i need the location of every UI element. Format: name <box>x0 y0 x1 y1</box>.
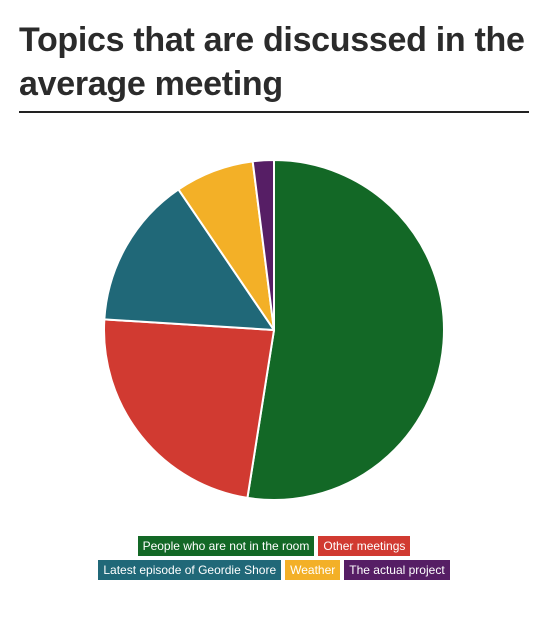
pie-slice-the-actual-project[interactable] <box>251 159 275 331</box>
title-divider <box>19 111 529 113</box>
pie-slice-people-who-are-not-in-the-room[interactable] <box>246 159 445 501</box>
pie-slice-other-meetings[interactable] <box>103 318 275 499</box>
legend-item-weather[interactable]: Weather <box>285 560 341 580</box>
legend-item-actual-project[interactable]: The actual project <box>344 560 450 580</box>
chart-title: Topics that are discussed in the average… <box>19 21 525 103</box>
legend-row-1: People who are not in the room Other mee… <box>137 536 411 556</box>
legend-item-people-not-in-room[interactable]: People who are not in the room <box>137 536 315 556</box>
legend-item-geordie-shore[interactable]: Latest episode of Geordie Shore <box>98 560 282 580</box>
legend-item-other-meetings[interactable]: Other meetings <box>318 536 411 556</box>
pie-slice-latest-episode-of-geordie-shore[interactable] <box>103 188 275 331</box>
legend: People who are not in the room Other mee… <box>0 536 548 580</box>
legend-row-2: Latest episode of Geordie Shore Weather … <box>98 560 450 580</box>
